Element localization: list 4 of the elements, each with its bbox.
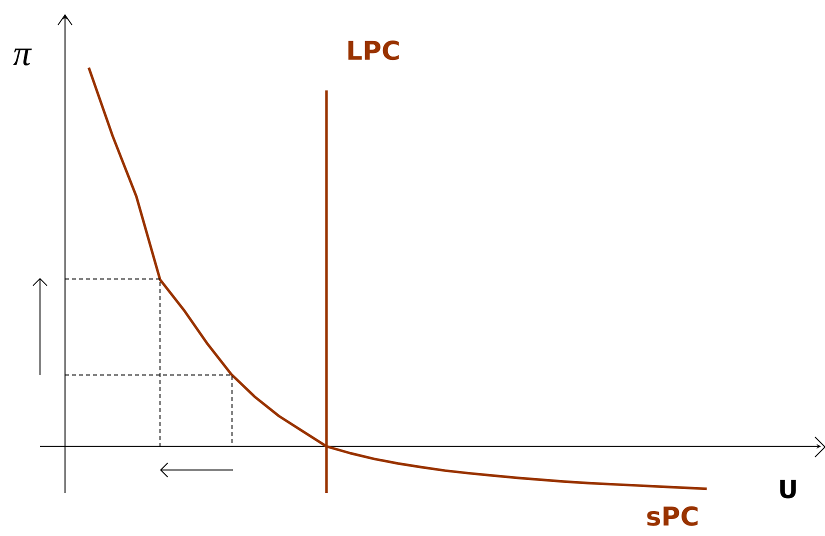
x-axis-title: U (780, 480, 796, 498)
series-label: sPC (647, 506, 698, 526)
text: LPC (348, 40, 399, 60)
y-axis-title: π (13, 48, 32, 66)
